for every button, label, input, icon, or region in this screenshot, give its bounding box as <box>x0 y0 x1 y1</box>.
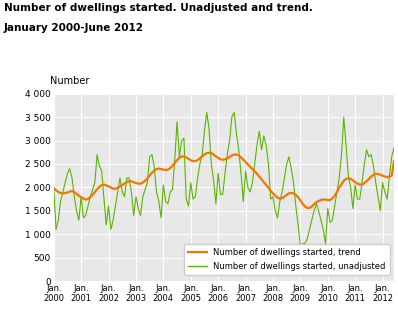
Text: Number of dwellings started. Unadjusted and trend.: Number of dwellings started. Unadjusted … <box>4 3 313 13</box>
Legend: Number of dwellings started, trend, Number of dwellings started, unadjusted: Number of dwellings started, trend, Numb… <box>184 244 390 275</box>
Text: Number: Number <box>50 76 90 86</box>
Text: January 2000-June 2012: January 2000-June 2012 <box>4 23 144 33</box>
